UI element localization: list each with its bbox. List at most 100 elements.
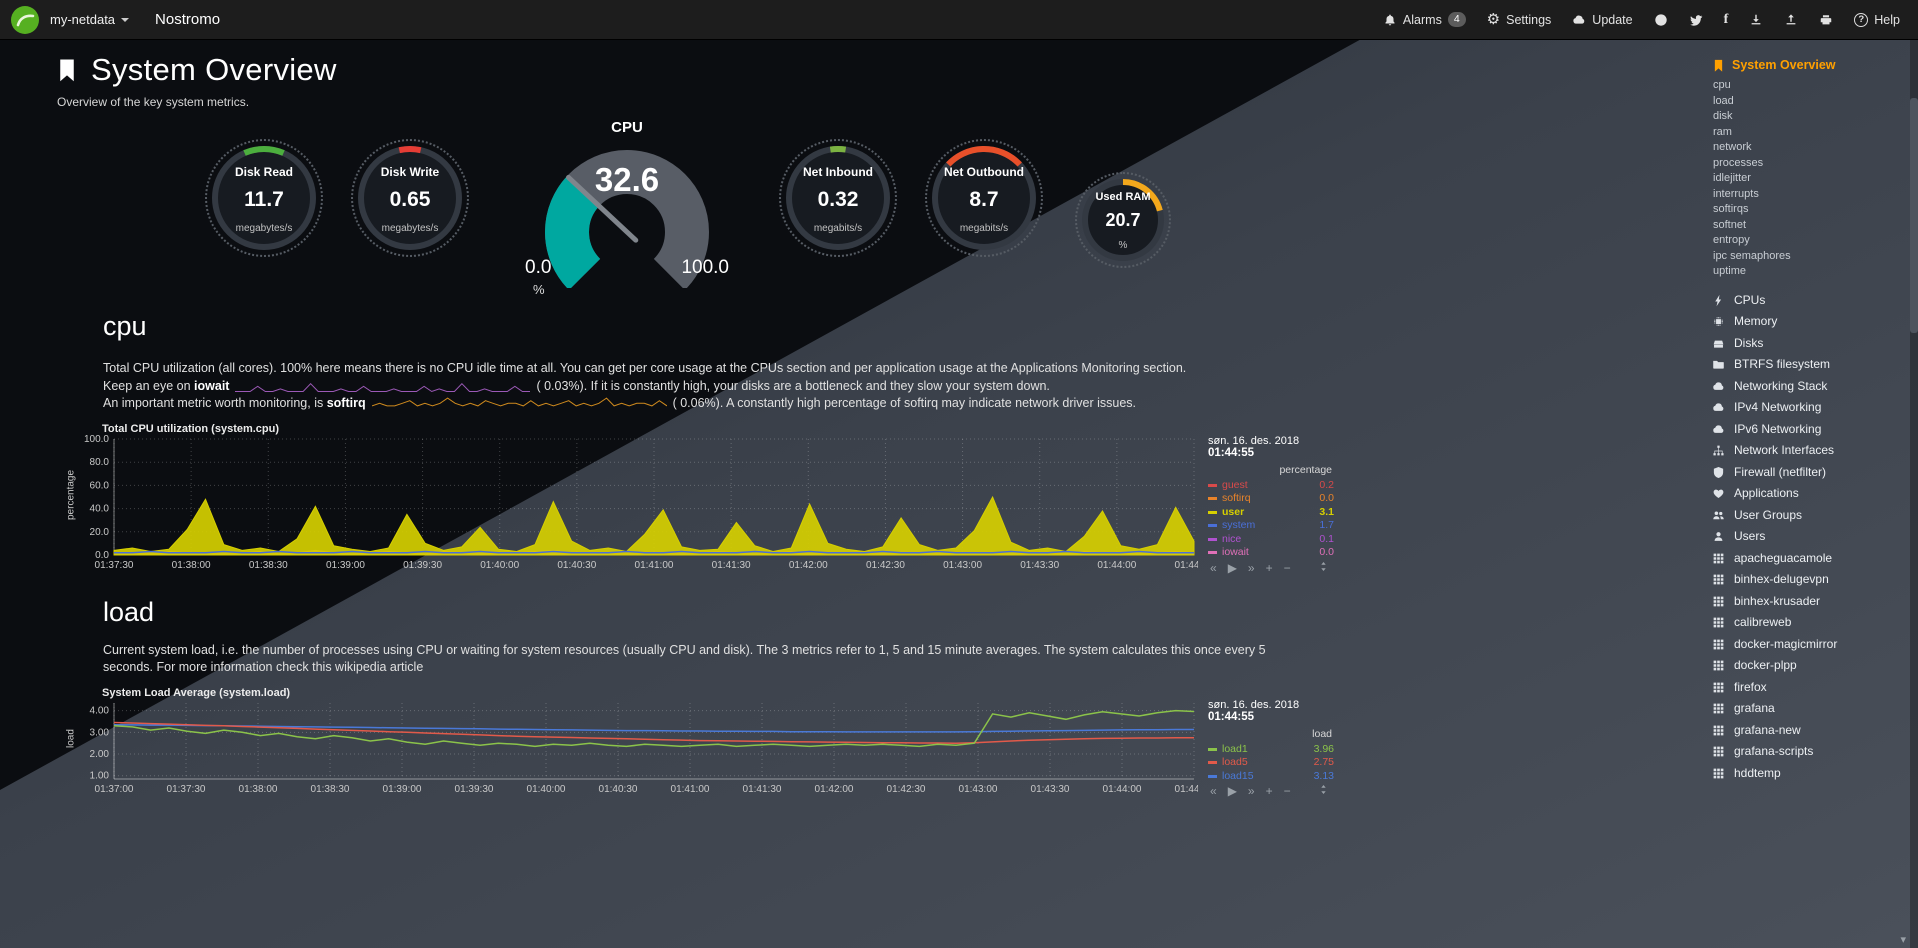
sidebar-sub-item-ipc-semaphores[interactable]: ipc semaphores [1713,249,1791,262]
sidebar-item-grafana-new[interactable]: grafana-new [1712,720,1906,742]
twitter-button[interactable] [1689,13,1703,27]
import-snapshot-button[interactable] [1749,13,1763,27]
sidebar-item-memory[interactable]: Memory [1712,311,1906,333]
cpu-gauge-max: 100.0 [681,257,729,278]
legend-series-name: load15 [1222,769,1254,782]
sidebar-item-cpus[interactable]: CPUs [1712,290,1906,312]
sidebar-item-network-interfaces[interactable]: Network Interfaces [1712,440,1906,462]
sidebar-item-applications[interactable]: Applications [1712,483,1906,505]
user-icon [1712,530,1725,543]
alarms-button[interactable]: Alarms 4 [1383,12,1466,27]
sidebar-scroll-down-icon[interactable]: ▾ [1900,934,1906,946]
cpu-chart-legend-softirq[interactable]: softirq 0.0 [1208,492,1334,506]
sidebar-item-disks[interactable]: Disks [1712,333,1906,355]
cpu-chart-legend-guest[interactable]: guest 0.2 [1208,479,1334,493]
svg-text:01:39:30: 01:39:30 [403,560,442,571]
sidebar-sub-item-load[interactable]: load [1713,94,1734,107]
load-chart-title: System Load Average (system.load) [102,686,291,699]
sidebar-item-firefox[interactable]: firefox [1712,677,1906,699]
brand-label: my-netdata [50,12,116,27]
cpu-chart-legend-nice[interactable]: nice 0.1 [1208,533,1334,547]
zoom-in-icon[interactable]: + [1265,784,1273,798]
chart-resize-handle-icon[interactable] [1318,560,1329,576]
sidebar-sub-item-uptime[interactable]: uptime [1713,265,1747,277]
sidebar-item-docker-plpp[interactable]: docker-plpp [1712,655,1906,677]
grid-icon [1712,745,1725,758]
pan-backward-icon[interactable]: « [1210,784,1217,798]
sidebar-item-user-groups[interactable]: User Groups [1712,505,1906,527]
sidebar-item-ipv4-networking[interactable]: IPv4 Networking [1712,397,1906,419]
chart-resize-handle-icon[interactable] [1318,783,1329,799]
sidebar-item-label: docker-plpp [1734,658,1797,672]
sidebar-sub-item-ram[interactable]: ram [1713,125,1732,138]
svg-text:01:41:00: 01:41:00 [671,784,710,795]
sidebar-item-binhex-delugevpn[interactable]: binhex-delugevpn [1712,569,1906,591]
sidebar-sub-item-softirqs[interactable]: softirqs [1713,203,1749,215]
sidebar-item-networking-stack[interactable]: Networking Stack [1712,376,1906,398]
zoom-out-icon[interactable]: − [1283,784,1291,798]
cpu-chart-legend-user[interactable]: user 3.1 [1208,506,1334,520]
legend-dash-icon [1208,497,1217,501]
sidebar-item-calibreweb[interactable]: calibreweb [1712,612,1906,634]
sidebar-sub-item-cpu[interactable]: cpu [1713,79,1731,91]
sidebar-sub-item-network[interactable]: network [1713,141,1752,153]
export-snapshot-button[interactable] [1784,13,1798,27]
zoom-out-icon[interactable]: − [1283,560,1291,575]
svg-text:01:44:00: 01:44:00 [1103,784,1142,795]
sidebar-sub-item-softnet[interactable]: softnet [1713,218,1747,231]
svg-text:01:44:00: 01:44:00 [1097,560,1136,571]
sidebar-sub-item-entropy[interactable]: entropy [1713,234,1750,246]
hostname-link[interactable]: Nostromo [155,11,221,28]
sidebar-item-grafana-scripts[interactable]: grafana-scripts [1712,741,1906,763]
sidebar-item-btrfs-filesystem[interactable]: BTRFS filesystem [1712,354,1906,376]
svg-text:40.0: 40.0 [90,503,110,514]
sidebar-item-label: apacheguacamole [1734,550,1833,565]
softirq-sparkline [371,397,667,407]
legend-series-name: iowait [1222,546,1249,558]
sections-sidebar: System Overview cpu load disk ram network pro… [1700,40,1910,948]
sidebar-item-binhex-krusader[interactable]: binhex-krusader [1712,591,1906,613]
load-chart-canvas[interactable]: 1.00 2.00 3.00 4.00 01:37:00 01:37:30 01:38:00… [78,699,1198,795]
sidebar-item-grafana[interactable]: grafana [1712,698,1906,720]
scrollbar-thumb[interactable] [1910,98,1918,333]
my-netdata-dropdown[interactable]: my-netdata [50,12,130,27]
sidebar-sub-item-idlejitter[interactable]: idlejitter [1713,172,1751,184]
bell-icon [1385,14,1395,25]
load-chart-legend-load5[interactable]: load5 2.75 [1208,756,1334,770]
cpu-chart-legend-system[interactable]: system 1.7 [1208,519,1334,533]
sidebar-item-users[interactable]: Users [1712,526,1906,548]
sidebar-item-firewall-netfilter-[interactable]: Firewall (netfilter) [1712,462,1906,484]
facebook-button[interactable]: f [1724,12,1729,27]
cpu-chart-legend-iowait[interactable]: iowait 0.0 [1208,546,1334,560]
upload-icon [1786,13,1796,24]
sidebar-sub-item-disk[interactable]: disk [1713,110,1733,122]
svg-text:01:42:30: 01:42:30 [887,784,926,795]
sidebar-item-system-overview[interactable]: System Overview [1712,58,1906,72]
svg-text:01:44:30: 01:44:30 [1175,560,1198,571]
pan-backward-icon[interactable]: « [1210,560,1217,575]
cpu-desc-line2-pre: Keep an eye on [103,378,195,393]
print-button[interactable] [1819,13,1833,27]
cpu-chart-canvas[interactable]: 0.0 20.0 40.0 60.0 80.0 100.0 01:37:30 01:38:00… [78,435,1198,571]
play-icon[interactable]: ▶ [1227,784,1237,798]
zoom-in-icon[interactable]: + [1265,560,1273,575]
svg-text:01:43:30: 01:43:30 [1031,784,1070,795]
load-chart-legend-load1[interactable]: load1 3.96 [1208,743,1334,757]
update-button[interactable]: Update [1572,13,1633,27]
sidebar-item-apacheguacamole[interactable]: apacheguacamole [1712,548,1906,570]
sidebar-item-hddtemp[interactable]: hddtemp [1712,763,1906,785]
sidebar-sub-item-processes[interactable]: processes [1713,156,1764,169]
sidebar-item-docker-magicmirror[interactable]: docker-magicmirror [1712,634,1906,656]
sidebar-item-ipv6-networking[interactable]: IPv6 Networking [1712,419,1906,441]
play-icon[interactable]: ▶ [1227,560,1237,575]
page-scrollbar[interactable] [1910,40,1918,948]
settings-button[interactable]: ⚙ Settings [1487,12,1552,27]
pan-forward-icon[interactable]: » [1247,784,1255,798]
load-chart-legend-load15[interactable]: load15 3.13 [1208,770,1334,784]
help-button[interactable]: ? Help [1854,12,1900,27]
sidebar-item-label: docker-magicmirror [1734,636,1838,651]
pan-forward-icon[interactable]: » [1247,560,1255,575]
sidebar-sub-item-interrupts[interactable]: interrupts [1713,187,1759,200]
github-button[interactable] [1654,13,1668,27]
netdata-logo-icon[interactable] [10,5,40,35]
